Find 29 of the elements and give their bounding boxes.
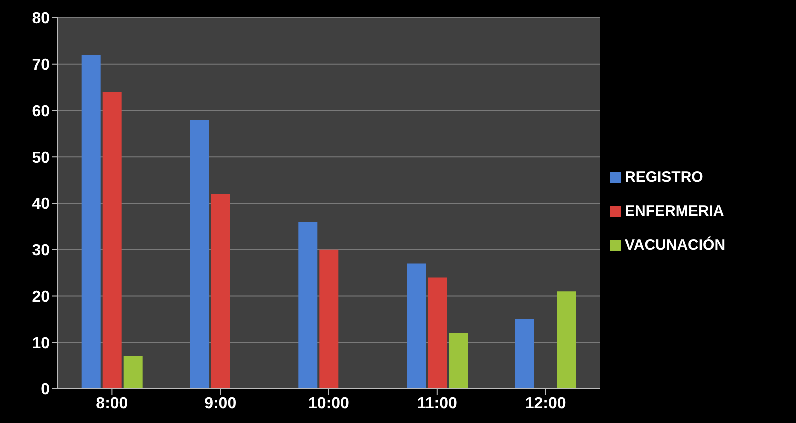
y-tick-label: 70 bbox=[32, 57, 50, 74]
bar bbox=[515, 319, 534, 389]
y-tick-label: 60 bbox=[32, 103, 50, 120]
bar bbox=[211, 194, 230, 389]
bar bbox=[102, 92, 122, 389]
y-tick-label: 50 bbox=[32, 150, 50, 167]
legend-label: ENFERMERIA bbox=[625, 202, 724, 220]
bar bbox=[124, 356, 143, 389]
y-tick-label: 80 bbox=[32, 10, 50, 28]
legend-label: VACUNACIÓN bbox=[625, 236, 726, 254]
x-tick-label: 9:00 bbox=[204, 395, 237, 412]
x-tick-label: 8:00 bbox=[96, 395, 128, 412]
bar bbox=[82, 55, 101, 389]
y-tick-label: 20 bbox=[32, 288, 50, 306]
y-tick-label: 10 bbox=[32, 335, 50, 352]
bar bbox=[407, 264, 426, 389]
x-tick-label: 10:00 bbox=[308, 395, 350, 412]
x-tick-label: 11:00 bbox=[417, 395, 458, 412]
bar bbox=[320, 250, 339, 389]
bar bbox=[449, 333, 468, 389]
y-tick-label: 40 bbox=[32, 196, 50, 214]
y-tick-label: 30 bbox=[32, 242, 50, 260]
y-tick-label: 0 bbox=[41, 382, 50, 399]
legend-label: REGISTRO bbox=[625, 168, 704, 186]
bar bbox=[557, 292, 576, 389]
bar bbox=[298, 222, 318, 389]
bar bbox=[190, 120, 210, 389]
x-tick-label: 12:00 bbox=[525, 395, 566, 412]
bar bbox=[428, 278, 448, 389]
